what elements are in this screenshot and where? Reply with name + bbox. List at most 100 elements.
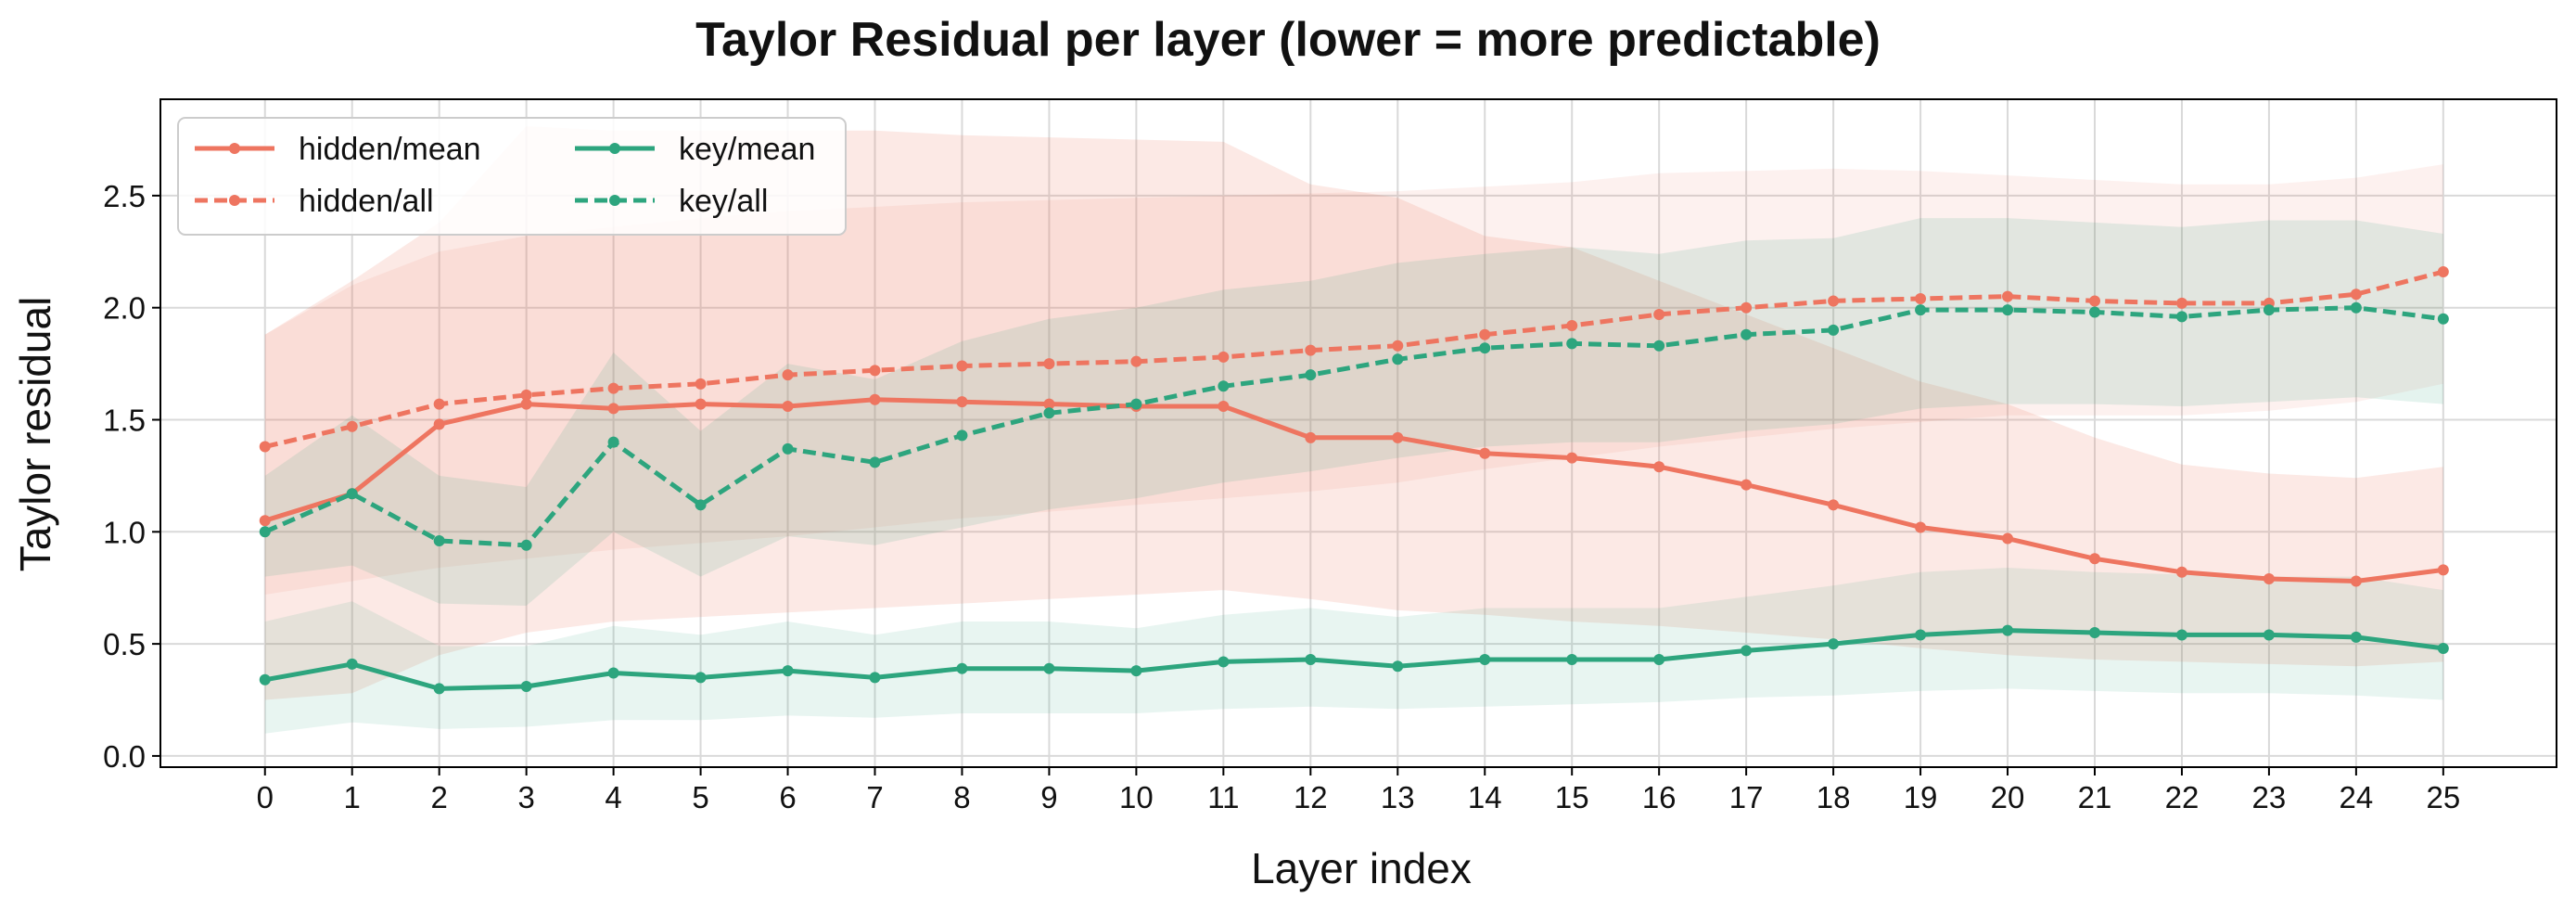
data-point-hidden-all-15: [1566, 320, 1578, 332]
x-tick-label-20: 20: [1991, 780, 2025, 814]
data-point-hidden-all-0: [259, 441, 271, 453]
data-point-hidden-mean-9: [1043, 398, 1055, 410]
data-point-hidden-all-20: [2002, 290, 2014, 302]
band-key-mean: [264, 568, 2443, 734]
y-tick-label-4: 2.0: [103, 291, 146, 326]
data-point-key-all-16: [1653, 340, 1665, 352]
data-point-hidden-mean-16: [1653, 461, 1665, 473]
data-point-key-mean-13: [1392, 660, 1404, 673]
data-point-hidden-mean-23: [2263, 573, 2275, 585]
legend-label-key-mean: key/mean: [679, 132, 815, 167]
data-point-key-mean-12: [1305, 654, 1317, 666]
band-hidden-mean: [264, 126, 2443, 700]
data-point-hidden-mean-25: [2437, 564, 2449, 576]
data-point-hidden-all-14: [1479, 328, 1491, 340]
series-line-key-mean: [264, 628, 2444, 691]
data-point-key-mean-8: [956, 662, 968, 674]
data-point-key-mean-18: [1828, 638, 1840, 650]
data-point-key-all-25: [2437, 313, 2449, 325]
legend-frame: [177, 117, 847, 236]
data-point-key-mean-0: [259, 673, 271, 686]
data-point-hidden-mean-21: [2088, 553, 2100, 565]
x-tick-label-24: 24: [2340, 780, 2374, 814]
data-point-hidden-all-19: [1915, 293, 1927, 305]
data-point-key-all-6: [782, 442, 794, 455]
data-point-key-all-11: [1218, 380, 1230, 392]
data-point-hidden-mean-20: [2002, 532, 2014, 545]
data-point-hidden-mean-15: [1566, 452, 1578, 464]
data-point-key-mean-22: [2175, 629, 2187, 641]
data-point-key-mean-20: [2002, 624, 2014, 636]
data-point-hidden-all-11: [1218, 351, 1230, 363]
data-point-key-all-2: [433, 534, 445, 546]
series-line-hidden-all: [264, 269, 2444, 449]
data-point-hidden-all-25: [2437, 266, 2449, 278]
y-tick-label-5: 2.5: [103, 179, 146, 213]
x-tick-label-1: 1: [344, 780, 361, 814]
data-point-hidden-mean-7: [869, 393, 881, 405]
data-point-key-mean-9: [1043, 662, 1055, 674]
data-point-key-mean-15: [1566, 654, 1578, 666]
data-point-hidden-mean-17: [1741, 479, 1753, 491]
data-point-hidden-all-8: [956, 360, 968, 372]
x-tick-label-5: 5: [692, 780, 708, 814]
data-point-key-mean-5: [695, 672, 707, 684]
data-point-key-all-1: [346, 488, 358, 500]
data-point-key-all-10: [1130, 398, 1142, 410]
data-point-key-mean-1: [346, 658, 358, 670]
x-tick-label-19: 19: [1904, 780, 1938, 814]
x-tick-label-9: 9: [1040, 780, 1057, 814]
data-point-hidden-all-4: [607, 382, 619, 394]
x-axis-label: Layer index: [1251, 844, 1472, 892]
data-point-key-mean-21: [2088, 627, 2100, 639]
data-point-hidden-all-16: [1653, 308, 1665, 320]
data-point-hidden-mean-2: [433, 418, 445, 430]
legend-label-hidden-mean: hidden/mean: [299, 132, 481, 167]
data-point-key-all-5: [695, 499, 707, 511]
x-tick-label-25: 25: [2426, 780, 2460, 814]
legend-label-key-all: key/all: [679, 184, 768, 219]
series-line-key-all: [263, 305, 2444, 548]
data-point-hidden-all-10: [1130, 355, 1142, 367]
data-point-key-all-20: [2002, 304, 2014, 316]
data-point-hidden-all-3: [520, 389, 532, 401]
data-point-key-all-17: [1741, 328, 1753, 340]
data-point-key-mean-4: [607, 667, 619, 679]
data-point-hidden-all-12: [1305, 344, 1317, 356]
data-point-key-mean-25: [2437, 642, 2449, 654]
x-tick-label-10: 10: [1119, 780, 1154, 814]
x-tick-label-21: 21: [2078, 780, 2112, 814]
data-point-hidden-all-2: [433, 398, 445, 410]
legend-marker-key-mean: [609, 143, 620, 154]
x-tick-label-11: 11: [1207, 780, 1239, 814]
data-point-key-mean-17: [1741, 645, 1753, 657]
series-line-hidden-mean: [264, 397, 2444, 583]
x-tick-label-6: 6: [779, 780, 796, 814]
data-point-key-mean-3: [520, 681, 532, 693]
data-point-hidden-mean-13: [1392, 431, 1404, 443]
x-tick-label-23: 23: [2252, 780, 2287, 814]
data-point-hidden-all-1: [346, 420, 358, 432]
data-point-key-all-18: [1828, 324, 1840, 336]
data-point-key-mean-6: [782, 665, 794, 677]
data-point-hidden-all-6: [782, 369, 794, 381]
x-tick-label-8: 8: [953, 780, 970, 814]
y-tick-label-1: 0.5: [103, 627, 146, 661]
data-point-key-all-14: [1479, 342, 1491, 354]
x-tick-label-2: 2: [431, 780, 448, 814]
data-point-key-all-13: [1392, 353, 1404, 365]
data-point-key-all-23: [2263, 304, 2275, 316]
y-tick-label-3: 1.5: [103, 404, 146, 438]
x-tick-label-16: 16: [1642, 780, 1677, 814]
data-point-key-mean-7: [869, 672, 881, 684]
chart-title: Taylor Residual per layer (lower = more …: [695, 13, 1881, 67]
data-point-hidden-mean-24: [2350, 575, 2362, 587]
legend-marker-key-all: [609, 195, 620, 206]
plot-frame: [159, 98, 2557, 768]
data-point-key-mean-10: [1130, 665, 1142, 677]
x-tick-label-13: 13: [1381, 780, 1415, 814]
data-point-hidden-mean-12: [1305, 431, 1317, 443]
data-point-hidden-all-17: [1741, 301, 1753, 314]
data-point-key-mean-16: [1653, 654, 1665, 666]
